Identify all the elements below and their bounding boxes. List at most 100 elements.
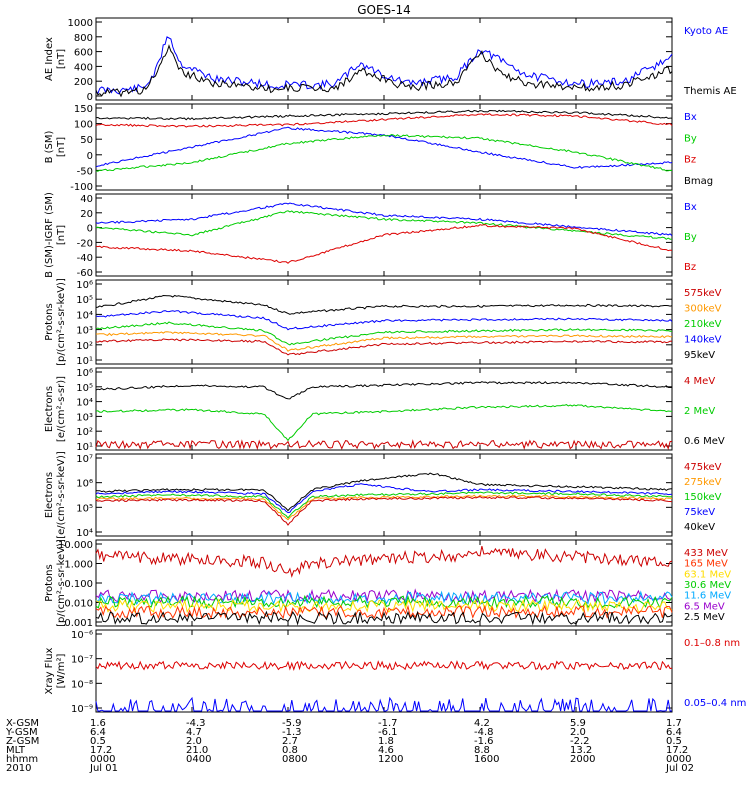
y-tick-label: 1.000	[64, 560, 93, 571]
legend-0-1-0-8-nm: 0.1–0.8 nm	[684, 638, 740, 649]
legend-275kev: 275keV	[684, 477, 722, 488]
series-band-3	[95, 598, 673, 614]
y-tick-label: 10²	[76, 341, 93, 352]
series-line-300kev	[96, 331, 672, 352]
footer-row-label: MLT	[6, 745, 26, 756]
y-tick-label: 10⁻⁶	[71, 630, 93, 641]
series-line-0-6-mev	[95, 381, 673, 400]
footer-cell: 4.2	[474, 718, 490, 729]
y-axis-label: Protons	[44, 564, 55, 601]
panel-electrons_mev: 10⁶ 10⁵ 10⁴ 10³ 10² 10¹ Electrons [e/(cm²-s-sr)…	[44, 367, 725, 453]
y-tick-label: 50	[80, 135, 93, 146]
legend-210kev: 210keV	[684, 319, 722, 330]
series-line-433-mev	[95, 545, 673, 578]
series-band-1	[95, 590, 673, 606]
y-axis-label: [e/(cm²-s-sr)]	[56, 376, 67, 442]
footer-cell: 0400	[186, 754, 211, 765]
footer-cell: -1.7	[378, 718, 398, 729]
panel-frame	[95, 629, 673, 713]
footer-cell: 0000	[666, 754, 691, 765]
footer-row-label: X-GSM	[6, 718, 39, 729]
footer-cell: 1.7	[666, 718, 682, 729]
footer-cell: -1.3	[282, 727, 302, 738]
y-tick-label: 0	[87, 92, 93, 103]
y-tick-label: 600	[74, 48, 93, 59]
footer-cell: Jul 02	[665, 763, 694, 774]
y-tick-label: 0.100	[64, 579, 93, 590]
y-tick-label: 20	[80, 209, 93, 220]
y-tick-label: 10⁵	[76, 295, 93, 306]
series-line-bmag	[95, 109, 672, 121]
series-line-95kev	[95, 294, 673, 315]
y-tick-label: 10¹	[76, 356, 93, 367]
legend-40kev: 40keV	[684, 522, 715, 533]
series-line-0-1-0-8-nm	[95, 660, 673, 672]
footer-cell: 5.9	[570, 718, 586, 729]
y-axis-label: [e/(cm²-s-sr-keV)]	[56, 451, 67, 539]
ephemeris-footer: X-GSMY-GSMZ-GSMMLThhmm20101.66.40.517.20…	[5, 718, 694, 774]
y-tick-label: 0	[87, 224, 93, 235]
footer-cell: 2000	[570, 754, 595, 765]
y-tick-label: 10¹	[76, 442, 93, 453]
footer-cell: 6.4	[90, 727, 106, 738]
legend-0-6-mev: 0.6 MeV	[684, 436, 725, 447]
y-axis-label: Electrons	[44, 386, 55, 432]
y-tick-label: -60	[77, 268, 93, 279]
y-tick-label: 10⁵	[76, 503, 93, 514]
footer-row-label: Z-GSM	[6, 736, 39, 747]
series-line-by	[95, 210, 673, 240]
y-axis-label: [W/m²]	[56, 653, 67, 688]
y-tick-label: 10.000	[58, 540, 93, 551]
series-line-bz	[95, 113, 673, 128]
panel-bigrf: 40 20 0 -20 -40 -60 B (SM)-IGRF (SM) [nT] Bx By Bz	[44, 192, 697, 279]
series-line-275kev	[95, 494, 673, 521]
legend-6-5-mev: 6.5 MeV	[684, 601, 725, 612]
y-axis-label: [p/(cm²-s-sr-keV)]	[56, 278, 67, 366]
footer-cell: 17.2	[666, 745, 688, 756]
y-axis-label: Protons	[44, 303, 55, 340]
footer-cell: -4.8	[474, 727, 494, 738]
legend-2-5-mev: 2.5 MeV	[684, 612, 725, 623]
footer-row-label: 2010	[6, 763, 31, 774]
y-tick-label: 10⁻⁷	[71, 655, 93, 666]
y-axis-label: [nT]	[56, 225, 67, 245]
footer-row-label: hhmm	[6, 754, 38, 765]
footer-cell: 1200	[378, 754, 403, 765]
footer-cell: -6.1	[378, 727, 398, 738]
series-line-210kev	[95, 321, 673, 346]
series-band-2	[95, 594, 673, 610]
y-tick-label: 10⁻⁸	[71, 679, 93, 690]
footer-cell: 0.5	[90, 736, 106, 747]
footer-cell: 17.2	[90, 745, 112, 756]
footer-cell: 1.8	[378, 736, 394, 747]
chart-title: GOES-14	[357, 3, 411, 17]
y-tick-label: 10²	[76, 427, 93, 438]
series-line-kyoto-ae	[95, 36, 673, 95]
y-tick-label: -100	[70, 182, 93, 193]
series-line-themis-ae	[95, 44, 673, 98]
footer-cell: 0800	[282, 754, 307, 765]
y-tick-label: 10⁶	[76, 368, 93, 379]
legend-by: By	[684, 133, 697, 144]
series-line-40kev	[95, 472, 673, 512]
y-tick-label: 10⁶	[76, 479, 93, 490]
series-line-bz	[95, 224, 673, 264]
footer-cell: 2.0	[570, 727, 586, 738]
panel-protons_high: 10.000 1.000 0.100 0.010 0.001 Protons [p/(cm²…	[44, 539, 731, 629]
legend-bz: Bz	[684, 262, 696, 273]
legend-433-mev: 433 MeV	[684, 548, 728, 559]
series-line-by	[95, 133, 673, 172]
legend-11-6-mev: 11.6 MeV	[684, 591, 731, 602]
series-line-575kev	[95, 338, 673, 356]
legend-140kev: 140keV	[684, 335, 722, 346]
footer-cell: 8.8	[474, 745, 490, 756]
y-tick-label: -20	[77, 238, 93, 249]
panel-ae: 1000 800 600 400 200 0 AE Index [nT] Kyoto AE The…	[44, 17, 737, 103]
footer-cell: -1.6	[474, 736, 494, 747]
series-line-bx	[95, 202, 673, 237]
y-tick-label: 40	[80, 194, 93, 205]
panel-protons_low: 10⁶ 10⁵ 10⁴ 10³ 10² 10¹ Protons [p/(cm²-s-sr-ke…	[44, 278, 722, 367]
y-tick-label: 10⁻⁹	[71, 704, 93, 715]
y-tick-label: 10⁶	[76, 280, 93, 291]
